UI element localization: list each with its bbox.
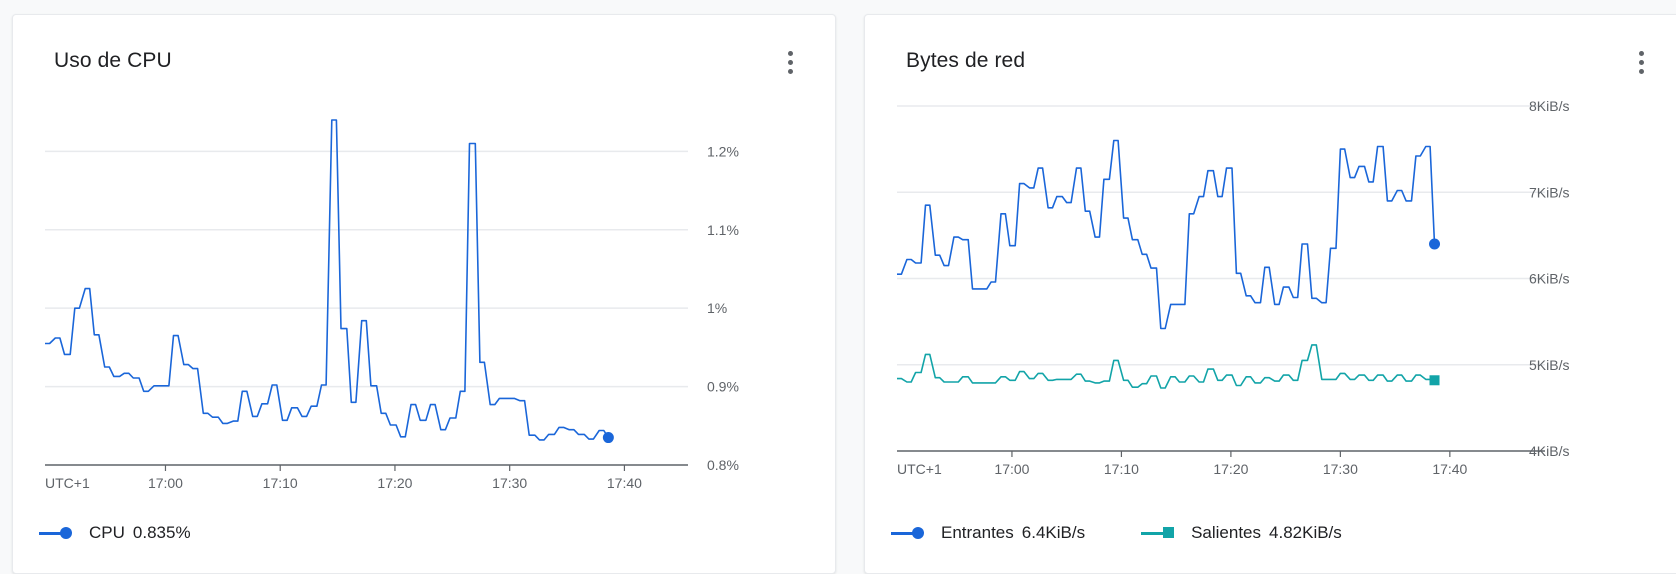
y-tick-label: 5KiB/s [1529,357,1569,373]
x-tick-label: 17:00 [148,475,183,491]
legend-item-cpu[interactable]: CPU 0.835% [39,523,191,543]
legend-series-name: Entrantes [941,523,1014,542]
chart-legend: CPU 0.835% [39,523,247,543]
legend-item-entrantes[interactable]: Entrantes 6.4KiB/s [891,523,1085,543]
legend-series-value: 0.835% [132,523,191,542]
legend-series-name: Salientes [1191,523,1262,542]
legend-square [1163,527,1175,538]
legend-marker-icon [39,526,75,540]
x-axis-timezone-label: UTC+1 [45,475,90,491]
x-tick-label: 17:40 [1432,461,1467,477]
chart-legend: Entrantes 6.4KiB/s Salientes 4.82KiB/s [891,523,1398,543]
more-vert-icon[interactable] [1628,45,1654,79]
x-tick-label: 17:30 [492,475,527,491]
y-tick-label: 1% [707,300,727,316]
more-vert-icon[interactable] [777,45,803,79]
x-axis-timezone-label: UTC+1 [897,461,942,477]
y-tick-label: 6KiB/s [1529,271,1569,287]
legend-series-value: 6.4KiB/s [1021,523,1086,542]
cpu-usage-card: Uso de CPU 0.8% 0.9% 1% 1.1% 1.2% UTC+1 17:00 1… [12,14,836,574]
legend-dot [60,527,72,539]
series-line-salientes[interactable] [897,344,1435,389]
series-end-marker-entrantes[interactable] [1429,238,1441,250]
series-end-marker-salientes[interactable] [1429,375,1440,386]
y-tick-label: 1.1% [707,222,739,238]
legend-line [891,532,915,535]
network-bytes-card: Bytes de red 4KiB/s 5KiB/s 6KiB/s 7KiB/s 8Ki… [864,14,1676,574]
y-tick-label: 1.2% [707,143,739,159]
legend-dot [912,527,924,539]
y-tick-label: 8KiB/s [1529,98,1569,114]
legend-line [1141,532,1166,535]
y-tick-label: 4KiB/s [1529,443,1569,459]
series-line-entrantes[interactable] [897,139,1436,330]
x-tick-label: 17:20 [1213,461,1248,477]
legend-line [39,532,63,535]
cpu-chart: 0.8% 0.9% 1% 1.1% 1.2% UTC+1 17:00 17:10 17:20 17… [45,119,739,491]
x-tick-label: 17:40 [607,475,642,491]
legend-marker-icon [1141,526,1177,540]
x-tick-label: 17:10 [1104,461,1139,477]
network-chart: 4KiB/s 5KiB/s 6KiB/s 7KiB/s 8KiB/s UTC+1 17:00… [897,98,1569,477]
series-end-marker-cpu[interactable] [602,432,614,444]
x-tick-label: 17:10 [263,475,298,491]
card-title: Uso de CPU [54,49,172,72]
legend-marker-icon [891,526,927,540]
y-tick-label: 7KiB/s [1529,184,1569,200]
legend-item-salientes[interactable]: Salientes 4.82KiB/s [1141,523,1342,543]
x-tick-label: 17:20 [377,475,412,491]
x-tick-label: 17:00 [994,461,1029,477]
y-tick-label: 0.9% [707,379,739,395]
x-tick-label: 17:30 [1323,461,1358,477]
y-tick-label: 0.8% [707,457,739,473]
card-title: Bytes de red [906,49,1026,72]
legend-series-value: 4.82KiB/s [1269,523,1342,542]
legend-series-name: CPU [89,523,125,542]
series-line-cpu[interactable] [45,119,610,441]
